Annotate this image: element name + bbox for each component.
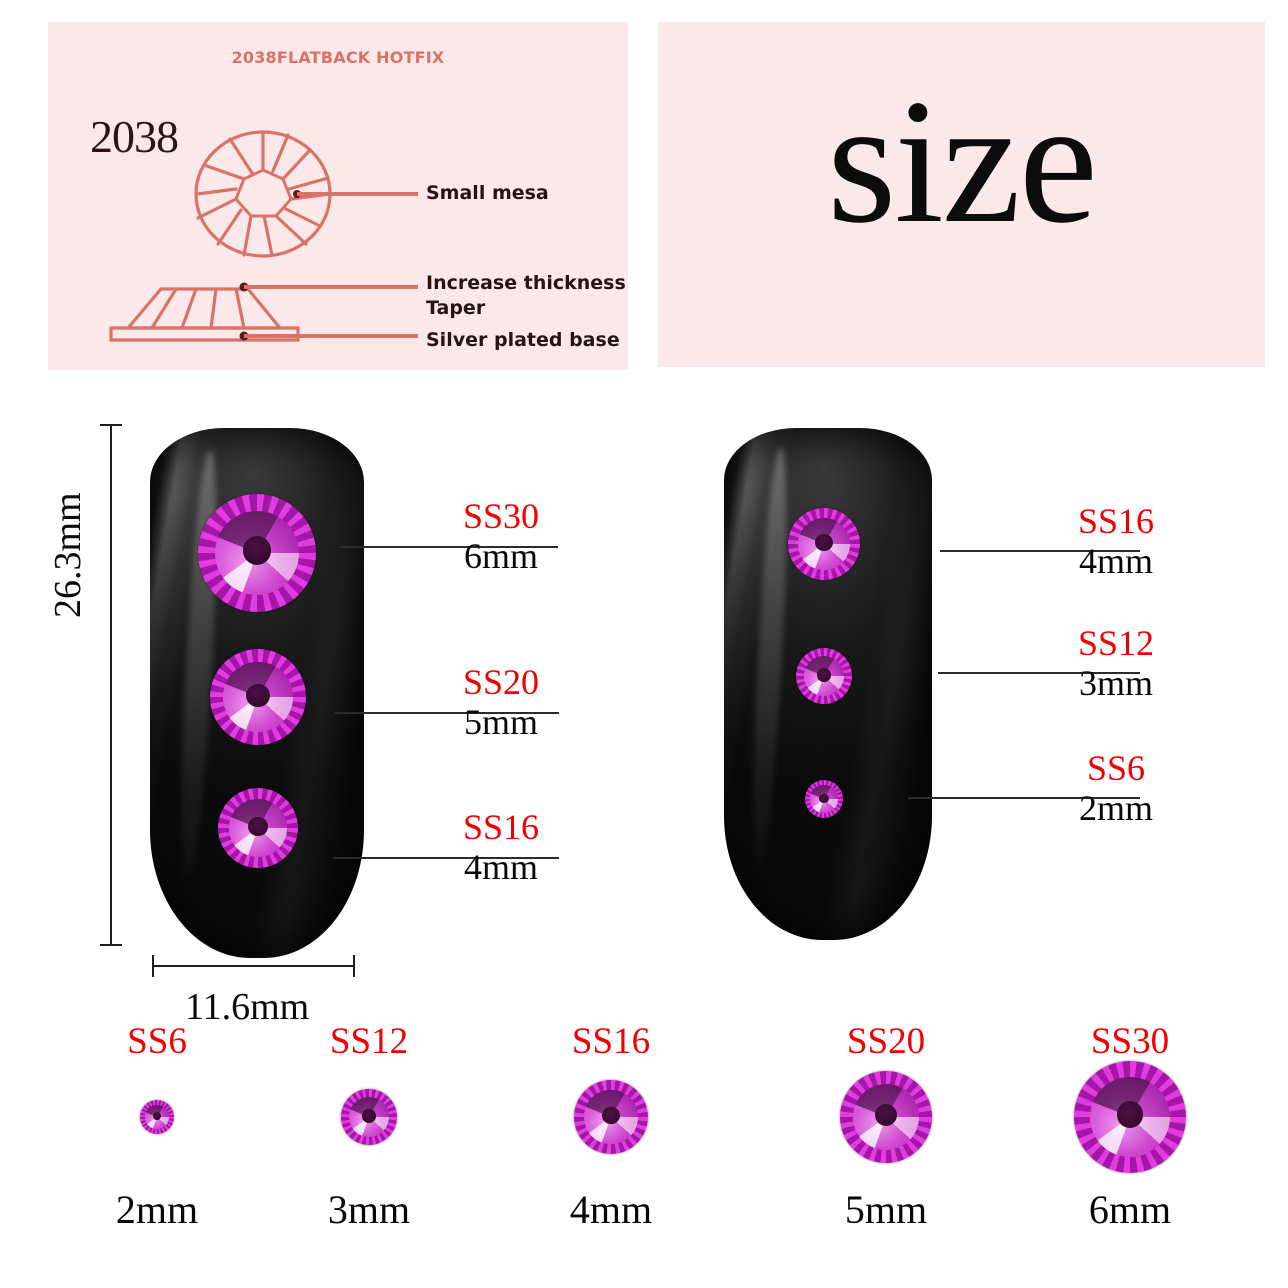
dimension-height-cap-bottom bbox=[100, 944, 122, 946]
leader-line-left-ss16 bbox=[333, 857, 559, 859]
leader-line-left-ss20 bbox=[335, 712, 559, 714]
callout-mm-value: 4mm bbox=[1078, 541, 1153, 581]
sample-gem-ss30 bbox=[1074, 1061, 1186, 1173]
callout-ss-code: SS20 bbox=[462, 662, 540, 702]
callout-mm-value: 5mm bbox=[463, 702, 538, 742]
sample-gem-wrap bbox=[791, 1062, 981, 1172]
leader-line-right-ss12 bbox=[938, 672, 1140, 674]
sample-gem-wrap bbox=[62, 1062, 252, 1172]
sample-gem-wrap bbox=[1035, 1061, 1225, 1173]
sample-ss-code: SS20 bbox=[846, 1021, 926, 1062]
sample-mm-value: 4mm bbox=[569, 1187, 653, 1232]
sample-mm-value: 3mm bbox=[327, 1187, 411, 1232]
callout-left-ss16: SS16 4mm bbox=[384, 809, 618, 885]
sample-gem-ss12 bbox=[341, 1089, 397, 1145]
size-heading-text: size bbox=[827, 62, 1098, 260]
sample-gem-ss20 bbox=[840, 1071, 932, 1163]
callout-right-ss16: SS16 4mm bbox=[1016, 503, 1216, 579]
nail-left bbox=[150, 428, 364, 958]
sample-ss30: SS30 6mm bbox=[1035, 1022, 1225, 1233]
flatback-diagram-panel: 2038FLATBACK HOTFIX 2038 bbox=[48, 22, 628, 370]
sample-ss20: SS20 5mm bbox=[791, 1022, 981, 1233]
annotation-increase-thickness: Increase thickness bbox=[426, 272, 626, 294]
callout-right-ss12: SS12 3mm bbox=[1016, 625, 1216, 701]
dimension-height-cap-top bbox=[100, 424, 122, 426]
sample-ss12: SS12 3mm bbox=[274, 1022, 464, 1233]
nail-right-gem-ss12 bbox=[796, 648, 852, 704]
sample-ss6: SS6 2mm bbox=[62, 1022, 252, 1233]
sample-ss-code: SS12 bbox=[329, 1021, 409, 1062]
dimension-height-line bbox=[110, 424, 112, 946]
sample-ss-code: SS30 bbox=[1090, 1021, 1170, 1062]
callout-mm-value: 6mm bbox=[463, 536, 538, 576]
sample-ss16: SS16 4mm bbox=[516, 1022, 706, 1233]
sample-mm-value: 6mm bbox=[1088, 1187, 1172, 1232]
dimension-width-line bbox=[152, 965, 355, 967]
sample-gem-wrap bbox=[516, 1062, 706, 1172]
sample-gem-wrap bbox=[274, 1062, 464, 1172]
callout-mm-value: 2mm bbox=[1078, 788, 1153, 828]
nail-left-gem-ss16 bbox=[218, 788, 298, 868]
leader-line-right-ss16 bbox=[940, 550, 1140, 552]
callout-left-ss30: SS30 6mm bbox=[384, 498, 618, 574]
leader-line-right-ss6 bbox=[908, 797, 1140, 799]
annotation-small-mesa: Small mesa bbox=[426, 182, 549, 204]
sample-mm-value: 5mm bbox=[844, 1187, 928, 1232]
nail-left-gem-ss30 bbox=[198, 494, 316, 612]
callout-left-ss20: SS20 5mm bbox=[384, 664, 618, 740]
callout-ss-code: SS16 bbox=[462, 807, 540, 847]
panel-heading-flatback: 2038FLATBACK HOTFIX bbox=[231, 48, 445, 67]
annotation-silver-plated-base: Silver plated base bbox=[426, 329, 620, 351]
callout-mm-value: 4mm bbox=[463, 847, 538, 887]
sample-ss-code: SS6 bbox=[127, 1021, 187, 1062]
nail-right bbox=[724, 428, 932, 940]
annotation-taper: Taper bbox=[426, 297, 486, 319]
callout-ss-code: SS6 bbox=[1086, 748, 1146, 788]
nail-right-highlight bbox=[747, 447, 793, 867]
callout-mm-value: 3mm bbox=[1078, 663, 1153, 703]
sample-ss-code: SS16 bbox=[571, 1021, 651, 1062]
sample-gem-ss6 bbox=[140, 1100, 174, 1134]
sample-gem-ss16 bbox=[574, 1080, 648, 1154]
dimension-width-label: 11.6mm bbox=[185, 986, 310, 1028]
flatback-cross-section-diagram bbox=[109, 130, 418, 342]
callout-right-ss6: SS6 2mm bbox=[1016, 750, 1216, 826]
nail-right-gem-ss16 bbox=[788, 508, 860, 580]
dimension-height-label: 26.3mm bbox=[47, 492, 89, 618]
dimension-width-cap-left bbox=[152, 955, 154, 977]
callout-ss-code: SS16 bbox=[1077, 501, 1155, 541]
dimension-width-cap-right bbox=[353, 955, 355, 977]
product-code-2038: 2038 bbox=[90, 111, 179, 162]
size-title-panel: size bbox=[658, 22, 1265, 367]
sample-mm-value: 2mm bbox=[115, 1187, 199, 1232]
callout-ss-code: SS30 bbox=[462, 496, 540, 536]
leader-line-left-ss30 bbox=[340, 546, 558, 548]
callout-ss-code: SS12 bbox=[1077, 623, 1155, 663]
nail-right-gem-ss6 bbox=[805, 780, 843, 818]
nail-left-gem-ss20 bbox=[210, 649, 306, 745]
